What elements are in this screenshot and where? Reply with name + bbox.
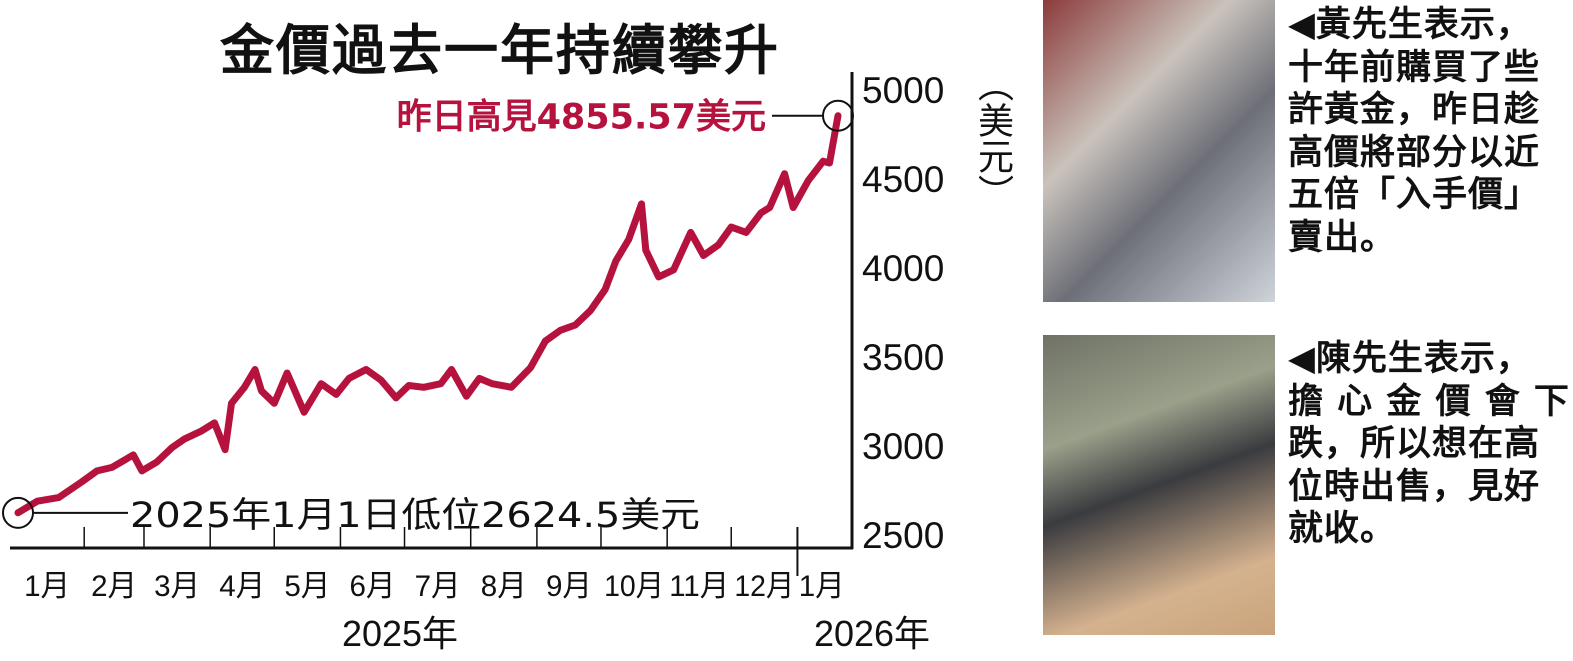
data-point bbox=[170, 446, 173, 449]
high-annotation: 昨日高見4855.57美元 bbox=[397, 98, 766, 138]
data-point bbox=[644, 249, 647, 252]
data-point bbox=[640, 202, 643, 205]
data-point bbox=[745, 231, 748, 234]
price-line bbox=[14, 112, 842, 517]
data-point bbox=[792, 206, 795, 209]
data-point bbox=[260, 389, 263, 392]
data-point bbox=[155, 461, 158, 464]
x-tick-label: 10月 bbox=[604, 570, 664, 603]
gold-price-chart: 5000 4500 4000 3500 3000 2500 1月 2月 3月 4月 5月 6月 7月 8月… bbox=[2, 70, 944, 654]
data-point bbox=[559, 329, 562, 332]
data-point bbox=[303, 411, 306, 414]
data-point bbox=[837, 114, 839, 117]
data-point bbox=[183, 437, 186, 440]
data-point bbox=[672, 268, 675, 271]
data-point bbox=[213, 421, 216, 424]
data-point bbox=[380, 379, 383, 382]
data-point bbox=[57, 496, 60, 499]
data-point bbox=[140, 469, 143, 472]
data-point bbox=[110, 466, 113, 469]
data-point bbox=[657, 275, 660, 278]
y-tick-label: 3500 bbox=[862, 337, 944, 378]
x-tick-label: 9月 bbox=[546, 570, 592, 603]
data-point bbox=[702, 254, 705, 257]
data-point bbox=[627, 238, 630, 241]
data-point bbox=[439, 382, 442, 385]
data-point bbox=[17, 511, 19, 514]
data-point bbox=[347, 377, 350, 380]
data-point bbox=[407, 384, 410, 387]
year-label: 2025年 bbox=[342, 613, 458, 654]
data-point bbox=[286, 372, 289, 375]
data-point bbox=[320, 382, 323, 385]
y-tick-label: 3000 bbox=[862, 426, 944, 467]
data-point bbox=[828, 161, 831, 164]
x-tick-label: 6月 bbox=[349, 570, 395, 603]
data-point bbox=[768, 206, 771, 209]
y-tick-label: 4500 bbox=[862, 159, 944, 200]
data-point bbox=[604, 288, 607, 291]
low-annotation: 2025年1月1日低位2624.5美元 bbox=[130, 496, 700, 536]
data-point bbox=[422, 386, 425, 389]
data-point bbox=[96, 469, 99, 472]
data-point bbox=[478, 377, 481, 380]
data-point bbox=[243, 386, 246, 389]
data-point bbox=[81, 480, 84, 483]
data-point bbox=[394, 396, 397, 399]
data-point bbox=[529, 366, 532, 369]
x-tick-label: 3月 bbox=[154, 570, 200, 603]
chart-title: 金價過去一年持續攀升 bbox=[220, 19, 780, 82]
y-tick-label: 2500 bbox=[862, 515, 944, 556]
data-point bbox=[589, 309, 592, 312]
data-point bbox=[230, 402, 233, 405]
data-point bbox=[510, 386, 513, 389]
x-tick-label: 1月 bbox=[24, 570, 70, 603]
data-point bbox=[822, 160, 825, 163]
data-point bbox=[36, 500, 39, 503]
year-label: 2026年 bbox=[814, 613, 930, 654]
y-tick-label: 5000 bbox=[862, 70, 944, 111]
data-point bbox=[544, 339, 547, 342]
x-tick-label: 12月 bbox=[734, 570, 794, 603]
photo-mr-wong bbox=[1043, 0, 1275, 302]
data-point bbox=[783, 172, 786, 175]
data-point bbox=[689, 231, 692, 234]
data-point bbox=[730, 226, 733, 229]
x-tick-label: 5月 bbox=[284, 570, 330, 603]
y-axis-unit-label: （美元） bbox=[972, 66, 1013, 210]
data-point bbox=[807, 179, 810, 182]
x-tick-label: 11月 bbox=[669, 570, 729, 603]
data-point bbox=[132, 453, 135, 456]
data-point bbox=[224, 448, 227, 451]
caption-mr-wong: ◀黃先生表示， 十年前購買了些 許黃金，昨日趁 高價將部分以近 五倍「入手價」 … bbox=[1288, 5, 1541, 258]
photo-mr-chan bbox=[1043, 335, 1275, 635]
data-point bbox=[335, 393, 338, 396]
data-point bbox=[254, 368, 257, 371]
y-tick-label: 4000 bbox=[862, 248, 944, 289]
data-point bbox=[491, 382, 494, 385]
data-point bbox=[273, 402, 276, 405]
data-point bbox=[614, 259, 617, 262]
x-tick-label: 8月 bbox=[481, 570, 527, 603]
x-tick-label: 2月 bbox=[91, 570, 137, 603]
data-point bbox=[574, 323, 577, 326]
data-point bbox=[717, 243, 720, 246]
data-point bbox=[760, 211, 763, 214]
x-tick-label: 7月 bbox=[415, 570, 461, 603]
data-point bbox=[465, 395, 468, 398]
x-tick-label: 1月 bbox=[799, 570, 845, 603]
caption-mr-chan: ◀陳先生表示， 擔 心 金 價 會 下 跌，所以想在高 位時出售，見好 就收。 bbox=[1288, 339, 1570, 549]
x-tick-label: 4月 bbox=[219, 570, 265, 603]
data-point bbox=[365, 368, 368, 371]
data-point bbox=[200, 429, 203, 432]
data-point bbox=[450, 368, 453, 371]
